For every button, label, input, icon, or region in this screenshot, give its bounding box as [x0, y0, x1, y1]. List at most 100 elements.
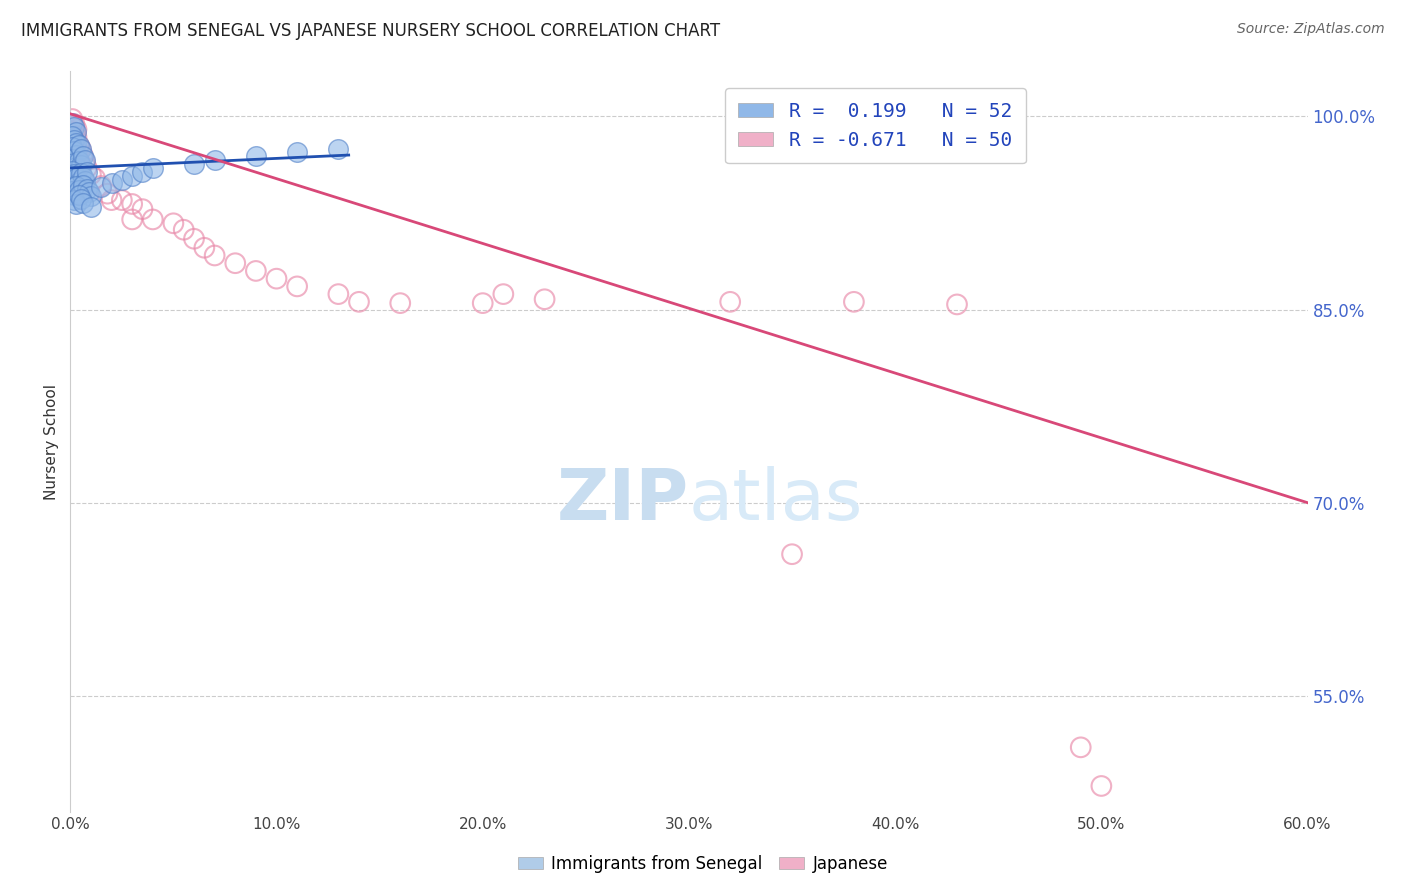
Point — [245, 149, 267, 163]
Point — [73, 153, 96, 168]
Point — [842, 294, 865, 309]
Point — [183, 157, 205, 171]
Point — [72, 148, 94, 162]
Point — [72, 169, 94, 184]
Point — [162, 216, 184, 230]
Point — [60, 116, 83, 130]
Point — [76, 161, 98, 175]
Text: Source: ZipAtlas.com: Source: ZipAtlas.com — [1237, 22, 1385, 37]
Point — [285, 279, 308, 293]
Point — [131, 202, 153, 216]
Point — [60, 140, 83, 154]
Point — [63, 133, 86, 147]
Point — [65, 136, 87, 151]
Point — [77, 186, 100, 200]
Point — [285, 145, 308, 160]
Point — [63, 167, 86, 181]
Point — [72, 195, 94, 210]
Point — [67, 151, 90, 165]
Point — [533, 292, 555, 306]
Point — [63, 193, 86, 207]
Point — [65, 125, 87, 139]
Y-axis label: Nursery School: Nursery School — [44, 384, 59, 500]
Point — [193, 241, 215, 255]
Point — [204, 248, 226, 262]
Point — [63, 125, 86, 139]
Point — [72, 178, 94, 192]
Point — [69, 142, 91, 156]
Point — [73, 154, 96, 169]
Point — [80, 200, 103, 214]
Point — [90, 178, 112, 193]
Point — [65, 178, 87, 193]
Point — [389, 296, 412, 310]
Point — [60, 152, 83, 166]
Point — [60, 184, 83, 198]
Point — [111, 172, 134, 186]
Point — [65, 197, 87, 211]
Point — [60, 128, 83, 143]
Point — [60, 120, 83, 134]
Point — [76, 181, 98, 195]
Point — [65, 153, 87, 168]
Point — [65, 148, 87, 162]
Point — [131, 165, 153, 179]
Point — [72, 149, 94, 163]
Text: IMMIGRANTS FROM SENEGAL VS JAPANESE NURSERY SCHOOL CORRELATION CHART: IMMIGRANTS FROM SENEGAL VS JAPANESE NURS… — [21, 22, 720, 40]
Point — [204, 153, 226, 168]
Point — [63, 144, 86, 158]
Point — [224, 256, 246, 270]
Point — [69, 158, 91, 172]
Point — [67, 188, 90, 202]
Point — [69, 192, 91, 206]
Point — [328, 287, 350, 301]
Point — [63, 120, 86, 134]
Point — [60, 112, 83, 126]
Point — [67, 175, 90, 189]
Point — [63, 133, 86, 147]
Point — [65, 160, 87, 174]
Point — [471, 296, 494, 310]
Point — [111, 193, 134, 207]
Point — [946, 297, 969, 311]
Point — [183, 232, 205, 246]
Text: atlas: atlas — [689, 467, 863, 535]
Point — [60, 128, 83, 142]
Point — [121, 169, 143, 183]
Point — [65, 130, 87, 145]
Point — [96, 186, 118, 201]
Point — [65, 122, 87, 136]
Point — [65, 171, 87, 186]
Point — [121, 197, 143, 211]
Point — [73, 174, 96, 188]
Point — [100, 177, 122, 191]
Point — [63, 140, 86, 154]
Legend: Immigrants from Senegal, Japanese: Immigrants from Senegal, Japanese — [512, 848, 894, 880]
Point — [780, 547, 803, 561]
Point — [69, 142, 91, 156]
Point — [67, 154, 90, 169]
Point — [328, 142, 350, 156]
Point — [69, 158, 91, 172]
Point — [1090, 779, 1112, 793]
Point — [67, 137, 90, 152]
Point — [492, 287, 515, 301]
Point — [347, 294, 370, 309]
Point — [266, 271, 288, 285]
Point — [100, 193, 122, 207]
Legend: R =  0.199   N = 52, R = -0.671   N = 50: R = 0.199 N = 52, R = -0.671 N = 50 — [724, 88, 1025, 163]
Point — [84, 171, 107, 186]
Point — [142, 161, 165, 175]
Point — [63, 117, 86, 131]
Point — [69, 186, 91, 201]
Point — [80, 167, 103, 181]
Point — [121, 212, 143, 227]
Point — [63, 188, 86, 202]
Text: ZIP: ZIP — [557, 467, 689, 535]
Point — [80, 189, 103, 203]
Point — [142, 212, 165, 227]
Point — [1070, 740, 1092, 755]
Point — [60, 163, 83, 178]
Point — [65, 145, 87, 160]
Point — [63, 155, 86, 169]
